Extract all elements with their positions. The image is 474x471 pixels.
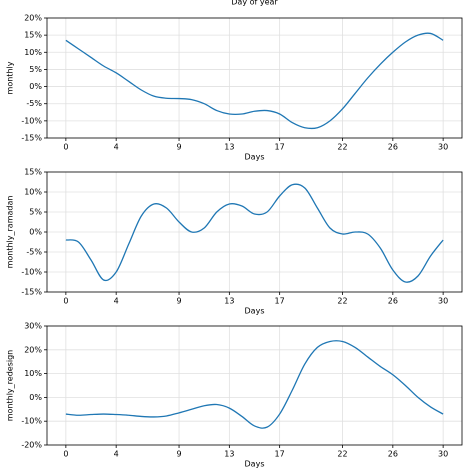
x-tick-label: 22 <box>337 297 347 306</box>
x-axis-label: Days <box>245 307 265 316</box>
x-tick-label: 30 <box>438 297 448 306</box>
x-tick-label: 22 <box>337 143 347 152</box>
x-tick-label: 9 <box>176 297 181 306</box>
x-tick-label: 4 <box>114 297 119 306</box>
y-tick-label: -10% <box>21 116 42 125</box>
y-tick-label: 0% <box>29 82 42 91</box>
x-tick-label: 17 <box>275 297 285 306</box>
line-series <box>65 32 444 130</box>
x-tick-label: 0 <box>63 143 68 152</box>
x-tick-label: 26 <box>388 297 398 306</box>
x-tick-label: 9 <box>176 450 181 459</box>
y-tick-label: 20% <box>24 345 42 354</box>
y-tick-label: -5% <box>26 248 42 257</box>
line-series <box>65 183 444 283</box>
plot-frame <box>46 171 463 293</box>
x-tick-label: 30 <box>438 450 448 459</box>
x-tick-label: 26 <box>388 450 398 459</box>
y-tick-label: -10% <box>21 268 42 277</box>
y-tick-label: -15% <box>21 134 42 143</box>
y-tick-label: 30% <box>24 322 42 331</box>
y-tick-label: 10% <box>24 369 42 378</box>
x-axis-label: Days <box>245 460 265 469</box>
y-tick-label: -15% <box>21 288 42 297</box>
x-tick-label: 17 <box>275 143 285 152</box>
y-axis-label: monthly_redesign <box>6 350 15 422</box>
y-axis-label: monthly_ramadan <box>6 196 15 269</box>
x-tick-label: 22 <box>337 450 347 459</box>
x-tick-label: 9 <box>176 143 181 152</box>
y-tick-label: -20% <box>21 441 42 450</box>
x-tick-label: 4 <box>114 450 119 459</box>
x-tick-label: 13 <box>224 297 234 306</box>
x-axis-label: Days <box>245 153 265 162</box>
chart-title: Day of year <box>231 0 278 7</box>
y-tick-label: 20% <box>24 14 42 23</box>
y-tick-label: 15% <box>24 31 42 40</box>
x-tick-label: 26 <box>388 143 398 152</box>
x-tick-label: 4 <box>114 143 119 152</box>
y-tick-label: 10% <box>24 188 42 197</box>
x-tick-label: 13 <box>224 143 234 152</box>
y-tick-label: -10% <box>21 417 42 426</box>
plot-frame <box>46 17 463 139</box>
y-axis-label: monthly <box>6 61 15 94</box>
y-tick-label: 0% <box>29 228 42 237</box>
line-series <box>65 340 444 429</box>
y-tick-label: 10% <box>24 48 42 57</box>
x-tick-label: 30 <box>438 143 448 152</box>
y-tick-label: 5% <box>29 208 42 217</box>
x-tick-label: 13 <box>224 450 234 459</box>
x-tick-label: 17 <box>275 450 285 459</box>
plot-frame <box>46 325 463 446</box>
y-tick-label: -5% <box>26 99 42 108</box>
y-tick-label: 15% <box>24 168 42 177</box>
x-tick-label: 0 <box>63 297 68 306</box>
x-tick-label: 0 <box>63 450 68 459</box>
y-tick-label: 0% <box>29 393 42 402</box>
y-tick-label: 5% <box>29 65 42 74</box>
